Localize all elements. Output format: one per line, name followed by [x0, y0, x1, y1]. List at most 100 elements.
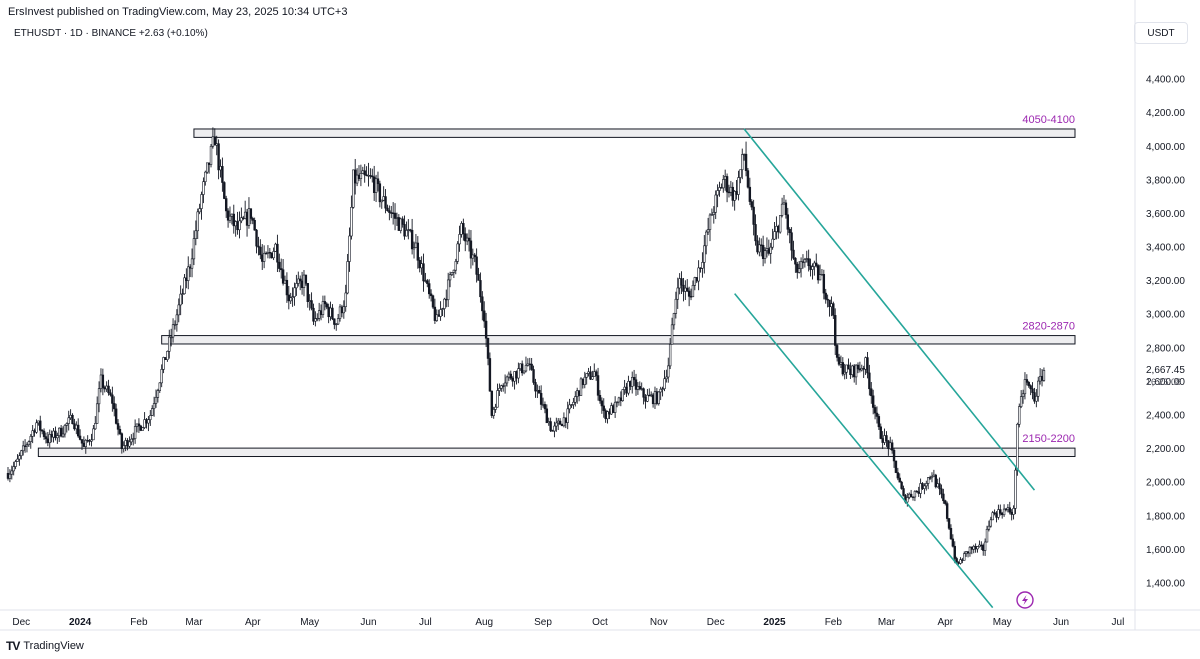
candle-body: [226, 210, 230, 221]
candle-body: [983, 541, 987, 551]
candle-body: [384, 196, 387, 209]
candle-body: [911, 496, 915, 498]
candle-body: [240, 217, 243, 222]
candle-body: [627, 381, 630, 394]
candle-body: [519, 363, 522, 369]
candle-body: [763, 250, 767, 259]
candle-body: [486, 337, 490, 359]
candle-body: [14, 461, 17, 467]
candle-body: [953, 545, 956, 559]
candle-body: [336, 318, 340, 325]
candle-body: [705, 231, 708, 247]
candle-body: [352, 169, 355, 208]
candle-body: [410, 229, 414, 250]
candle-body: [568, 404, 571, 410]
candle-body: [621, 389, 624, 401]
candle-body: [995, 513, 998, 518]
candle-body: [276, 243, 279, 263]
zone-label: 4050-4100: [1022, 114, 1075, 126]
footer-brand[interactable]: TradingView: [23, 640, 84, 652]
candle-body: [458, 234, 461, 245]
candle-body: [718, 187, 721, 191]
candle-body: [122, 445, 125, 450]
candle-body: [257, 245, 260, 248]
candle-body: [511, 377, 514, 382]
candle-body: [325, 303, 328, 308]
lightning-icon[interactable]: [1016, 591, 1034, 609]
candle-body: [371, 175, 374, 178]
candle-body: [1029, 385, 1032, 390]
candle-body: [547, 421, 550, 424]
candle-body: [289, 297, 292, 302]
candle-body: [761, 244, 765, 259]
candle-body: [23, 445, 27, 447]
candle-body: [365, 174, 368, 176]
candle-body: [446, 279, 450, 301]
candle-body: [462, 223, 465, 235]
publisher-text: ErsInvest published on TradingView.com, …: [8, 6, 348, 18]
candle-body: [335, 323, 338, 326]
candle-body: [820, 274, 824, 276]
candle-body: [456, 243, 459, 262]
price-change: +2.63 (+0.10%): [138, 28, 208, 39]
symbol-name[interactable]: ETHUSDT · 1D · BINANCE: [14, 28, 137, 39]
candle-body: [585, 373, 588, 378]
candle-body: [572, 401, 575, 405]
candle-body: [232, 213, 235, 227]
candle-body: [919, 483, 922, 494]
candle-body: [879, 426, 882, 439]
candle-body: [10, 470, 13, 475]
candle-body: [913, 490, 917, 498]
candle-body: [788, 228, 791, 234]
candle-body: [297, 278, 300, 284]
y-axis: 1,400.00 1,600.00 1,800.00 2,000.00 2,200.00…: [1146, 75, 1185, 590]
candle-body: [780, 203, 784, 216]
candle-body: [862, 368, 865, 370]
tradingview-logo-icon[interactable]: TV: [6, 639, 20, 653]
candle-body: [703, 245, 706, 263]
candle-body: [1037, 380, 1040, 397]
candle-body: [179, 293, 182, 306]
x-tick-label: Oct: [592, 617, 608, 628]
candle-body: [636, 386, 640, 390]
candle-body: [985, 528, 989, 543]
candle-body: [363, 170, 366, 176]
grid: [0, 0, 1200, 631]
candle-body: [877, 416, 881, 428]
candle-body: [955, 558, 958, 563]
candle-body: [885, 435, 888, 442]
candle-body: [957, 561, 960, 564]
last-price-marker: 2,667.45 16:25:08: [1146, 365, 1185, 387]
candle-body: [754, 224, 757, 242]
candle-body: [657, 391, 660, 404]
candle-body: [1025, 379, 1029, 383]
candle-body: [130, 438, 133, 443]
y-tick-label: 2,000.00: [1146, 478, 1185, 489]
candle-body: [875, 412, 879, 417]
candle-body: [555, 422, 558, 427]
candle-body: [961, 559, 964, 561]
candle-body: [938, 483, 941, 490]
candle-body: [541, 404, 545, 406]
candle-body: [551, 430, 554, 432]
candle-body: [758, 244, 761, 253]
candle-body: [701, 262, 704, 269]
x-tick-label: 2024: [69, 617, 92, 628]
zone-label: 2820-2870: [1022, 321, 1075, 333]
candle-body: [323, 301, 327, 305]
candle-body: [1035, 395, 1038, 402]
candles: [6, 127, 1046, 565]
y-tick-label: 1,400.00: [1146, 578, 1185, 589]
candle-body: [378, 183, 382, 203]
candle-body: [433, 306, 437, 321]
candle-body: [579, 378, 583, 396]
candle-body: [892, 449, 896, 462]
candle-body: [917, 491, 920, 494]
candle-body: [680, 278, 683, 286]
candle-body: [390, 212, 393, 214]
candle-body: [1040, 375, 1044, 381]
candle-body: [424, 280, 427, 282]
candle-body: [925, 483, 928, 487]
x-tick-label: Mar: [185, 617, 203, 628]
